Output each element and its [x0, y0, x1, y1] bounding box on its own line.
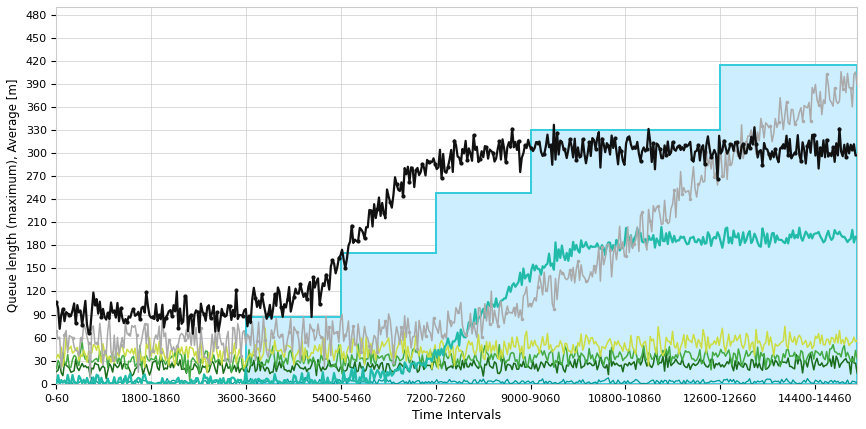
Y-axis label: Queue length (maximum), Average [m]: Queue length (maximum), Average [m] — [7, 79, 20, 312]
Bar — [436, 193, 531, 384]
Bar — [531, 130, 721, 384]
Bar — [721, 65, 857, 384]
Bar — [341, 253, 436, 384]
Bar — [246, 317, 341, 384]
X-axis label: Time Intervals: Time Intervals — [412, 409, 501, 422]
